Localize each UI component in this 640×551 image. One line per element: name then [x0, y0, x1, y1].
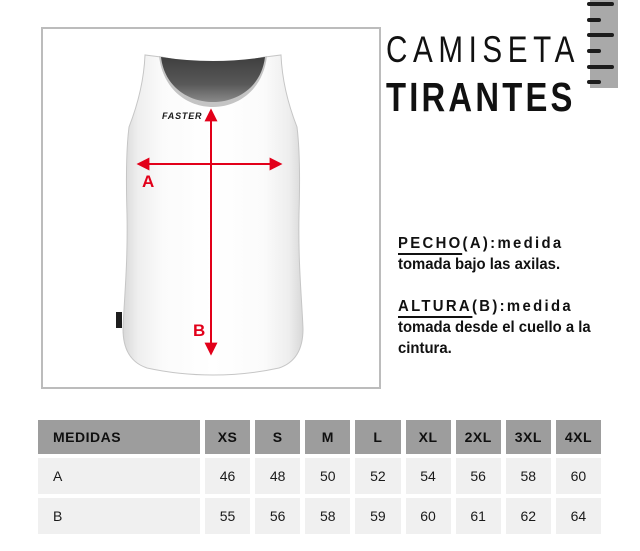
header-cell-medidas: MEDIDAS: [38, 420, 200, 454]
header-cell-xl: XL: [405, 420, 451, 454]
label-a: A: [142, 172, 154, 191]
table-row-a: A 46 48 50 52 54 56 58 60: [38, 458, 601, 494]
page-title: CAMISETA TIRANTES: [386, 29, 580, 120]
pecho-description: PECHO(A):medida tomada bajo las axilas.: [398, 233, 597, 275]
header-cell-3xl: 3XL: [505, 420, 551, 454]
ruler-tick: [587, 33, 614, 37]
size-table-header-row: MEDIDAS XS S M L XL 2XL 3XL 4XL: [38, 420, 601, 454]
value-cell: 60: [555, 458, 601, 494]
altura-heading: ALTURA(B):medida: [398, 296, 597, 318]
table-row-b: B 55 56 58 59 60 61 62 64: [38, 498, 601, 534]
pecho-lead: medida: [497, 235, 564, 252]
header-cell-2xl: 2XL: [455, 420, 501, 454]
value-cell: 64: [555, 498, 601, 534]
header-cell-m: M: [305, 420, 351, 454]
value-cell: 58: [505, 458, 551, 494]
value-cell: 54: [405, 458, 451, 494]
pecho-paren: (A):: [462, 235, 498, 252]
value-cell: 50: [305, 458, 351, 494]
value-cell: 52: [355, 458, 401, 494]
size-table: MEDIDAS XS S M L XL 2XL 3XL 4XL A 46 48 …: [38, 420, 601, 534]
ruler-tick: [587, 80, 601, 84]
value-cell: 59: [355, 498, 401, 534]
value-cell: 56: [455, 458, 501, 494]
title-line-1: CAMISETA: [386, 29, 580, 70]
ruler-icon: [587, 0, 618, 88]
pecho-term: PECHO: [398, 235, 463, 255]
header-cell-l: L: [355, 420, 401, 454]
ruler-tick: [587, 65, 614, 69]
value-cell: 62: [505, 498, 551, 534]
header-cell-s: S: [255, 420, 301, 454]
title-line-2: TIRANTES: [386, 73, 576, 120]
altura-paren: (B):: [472, 298, 507, 315]
value-cell: 46: [205, 458, 251, 494]
altura-description: ALTURA(B):medida tomada desde el cuello …: [398, 296, 597, 359]
value-cell: 61: [455, 498, 501, 534]
ruler-tick: [587, 2, 614, 6]
neck-opening: [161, 57, 265, 102]
value-cell: 48: [255, 458, 301, 494]
ruler-tick: [587, 49, 601, 53]
altura-body: tomada desde el cuello a la cintura.: [398, 319, 591, 357]
brand-logo: FASTER: [162, 111, 202, 121]
value-cell: 60: [405, 498, 451, 534]
header-cell-4xl: 4XL: [555, 420, 601, 454]
row-label: A: [38, 458, 200, 494]
measurement-illustration-box: FASTER A B: [41, 27, 381, 389]
side-tag: [116, 312, 122, 328]
ruler-tick: [587, 18, 601, 22]
tank-top-illustration: FASTER A B: [116, 54, 304, 376]
value-cell: 58: [305, 498, 351, 534]
pecho-body: tomada bajo las axilas.: [398, 256, 561, 273]
altura-term: ALTURA: [398, 298, 473, 318]
altura-lead: medida: [506, 298, 573, 315]
row-label: B: [38, 498, 200, 534]
label-b: B: [193, 321, 205, 340]
value-cell: 56: [255, 498, 301, 534]
value-cell: 55: [205, 498, 251, 534]
pecho-heading: PECHO(A):medida: [398, 233, 597, 255]
header-cell-xs: XS: [205, 420, 251, 454]
